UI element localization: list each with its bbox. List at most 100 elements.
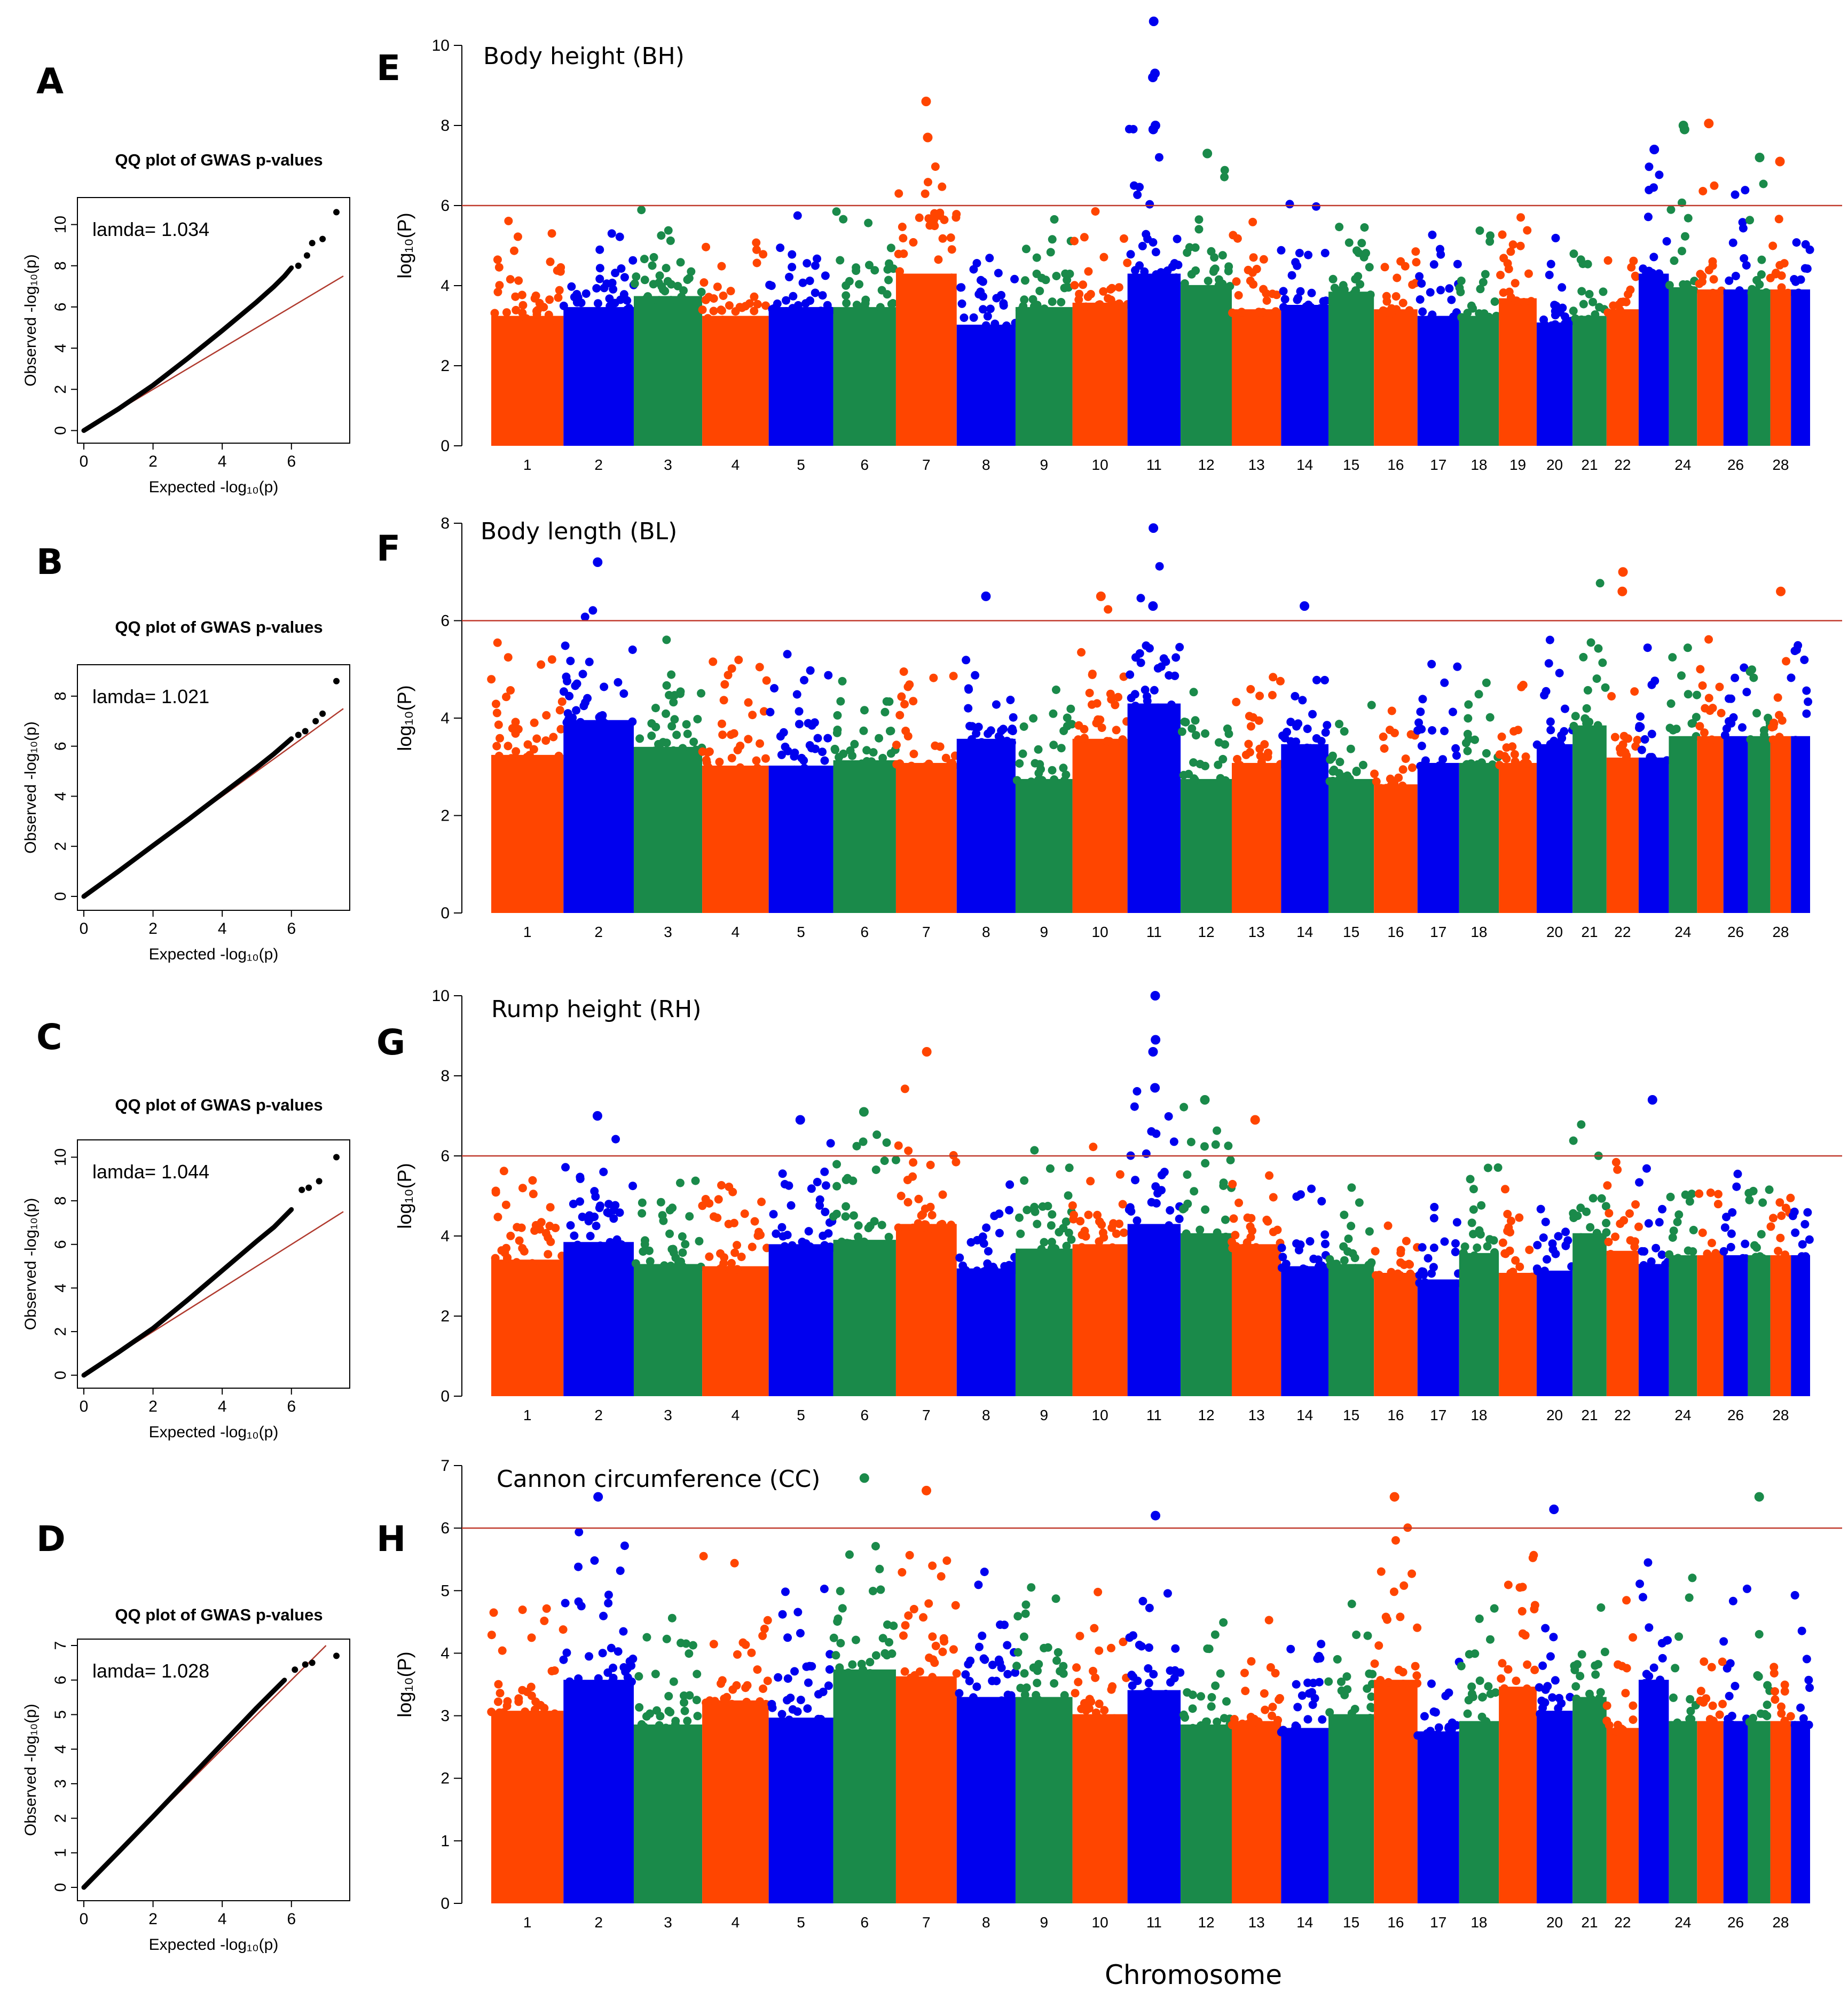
snp-points <box>1696 1657 1727 1726</box>
chromosome-band <box>1697 736 1724 913</box>
snp-points <box>1178 1103 1236 1242</box>
chromosome-label: 22 <box>1614 924 1631 940</box>
chromosome-band <box>1374 784 1418 913</box>
chromosome-label: 2 <box>594 924 603 940</box>
chromosome-label: 1 <box>523 1914 532 1931</box>
chromosome-band <box>1127 703 1181 913</box>
y-tick-label: 6 <box>441 1147 450 1165</box>
plot-frame <box>77 1139 350 1389</box>
chromosome-label: 24 <box>1674 1407 1691 1423</box>
chromosome-band <box>1791 1721 1810 1903</box>
chromosome-label: 7 <box>922 924 931 940</box>
manhattan-title: Rump height (RH) <box>491 996 702 1023</box>
snp-points <box>962 656 1018 747</box>
chromosome-label: 14 <box>1296 456 1313 473</box>
panel-letter: B <box>36 541 63 582</box>
observed-curve <box>81 736 294 899</box>
chromosome-band <box>895 1224 957 1396</box>
qq-point <box>295 731 302 738</box>
qq-point <box>333 209 340 216</box>
chromosome-band <box>1127 1690 1181 1903</box>
y-tick-label: 4 <box>52 1745 69 1754</box>
chromosome-band <box>633 1264 703 1396</box>
x-tick-label: 6 <box>287 1910 296 1928</box>
peak-snp <box>981 591 991 601</box>
chromosome-band <box>1015 779 1073 913</box>
chromosome-label: 22 <box>1614 1914 1631 1931</box>
chromosome-band <box>702 1700 769 1903</box>
manhattan-title: Body length (BL) <box>481 518 677 545</box>
chromosome-label: 8 <box>982 1407 990 1423</box>
y-tick-label: 5 <box>52 1710 69 1719</box>
chromosome-band <box>1638 1680 1669 1903</box>
snp-points <box>1370 706 1419 793</box>
qq-plot-c: C QQ plot of GWAS p-values 0 2 4 6 0 2 4 6 8 10 Expe… <box>22 1017 350 1441</box>
chromosome-label: 1 <box>523 1407 532 1423</box>
chromosome-label: 9 <box>1040 1914 1048 1931</box>
chromosome-band <box>563 1242 634 1396</box>
chromosome-band <box>491 1711 564 1903</box>
chromosome-band <box>768 1718 833 1903</box>
snp-points <box>561 1135 638 1250</box>
snp-points <box>1569 249 1609 324</box>
chromosome-band <box>1015 1697 1073 1903</box>
snp-points <box>1071 1587 1131 1723</box>
y-tick-label: 2 <box>441 357 450 375</box>
qq-xlabel: Expected -log₁₀(p) <box>149 946 279 963</box>
peak-snp <box>1617 586 1627 596</box>
chromosome-band <box>1374 1273 1418 1396</box>
chromosome-band <box>768 765 833 913</box>
chromosome-band <box>633 296 703 446</box>
chromosome-band <box>1572 1697 1607 1903</box>
chromosome-label: 15 <box>1343 1407 1359 1423</box>
peak-snp <box>1151 1035 1161 1045</box>
snp-points <box>1634 643 1671 765</box>
y-tick-label: 8 <box>441 117 450 135</box>
chromosome-band <box>1181 285 1232 446</box>
chromosome-label: 8 <box>982 456 990 473</box>
snp-points <box>1603 1158 1643 1258</box>
chromosome-band <box>1072 302 1128 446</box>
qq-point <box>333 1652 340 1659</box>
chromosome-axis-label: Chromosome <box>1105 1959 1282 1990</box>
x-tick-label: 0 <box>80 1910 89 1928</box>
snp-points <box>1277 200 1331 313</box>
chromosome-band <box>1459 1721 1499 1903</box>
lambda-annotation: lamda= 1.021 <box>92 686 209 707</box>
peak-snp <box>593 1492 603 1502</box>
chromosome-label: 21 <box>1581 924 1598 940</box>
chromosome-label: 9 <box>1040 456 1048 473</box>
chromosome-band <box>1328 779 1374 913</box>
chromosome-band <box>1231 309 1281 446</box>
snp-points <box>698 1181 772 1274</box>
snp-points <box>1766 1193 1795 1259</box>
chromosome-label: 3 <box>664 456 672 473</box>
snp-points <box>1371 1221 1422 1281</box>
qq-point <box>312 718 319 725</box>
chromosome-band <box>1417 316 1459 446</box>
chromosome-band <box>833 307 896 446</box>
chromosome-label: 5 <box>797 1914 805 1931</box>
chromosome-label: 17 <box>1430 456 1446 473</box>
chromosome-label: 18 <box>1470 1407 1487 1423</box>
chromosome-band <box>491 1259 564 1396</box>
snp-points <box>1635 1164 1672 1271</box>
chromosome-label: 21 <box>1581 1914 1598 1931</box>
y-tick-label: 7 <box>441 1457 450 1475</box>
y-tick-label: 1 <box>441 1832 450 1850</box>
qq-title: QQ plot of GWAS p-values <box>115 151 323 169</box>
chromosome-band <box>633 1724 703 1903</box>
chromosome-band <box>1572 316 1607 446</box>
y-tick-label: 2 <box>52 1814 69 1823</box>
qq-point <box>319 710 326 717</box>
chromosome-label: 26 <box>1727 456 1744 473</box>
x-tick-label: 2 <box>148 453 158 470</box>
snp-points <box>559 606 637 729</box>
chromosome-band <box>1417 1731 1459 1903</box>
chromosome-label: 20 <box>1546 1914 1563 1931</box>
plot-frame <box>77 197 350 444</box>
chromosome-band <box>1748 1255 1771 1396</box>
snp-points <box>559 1528 638 1687</box>
x-tick-label: 0 <box>80 920 89 938</box>
